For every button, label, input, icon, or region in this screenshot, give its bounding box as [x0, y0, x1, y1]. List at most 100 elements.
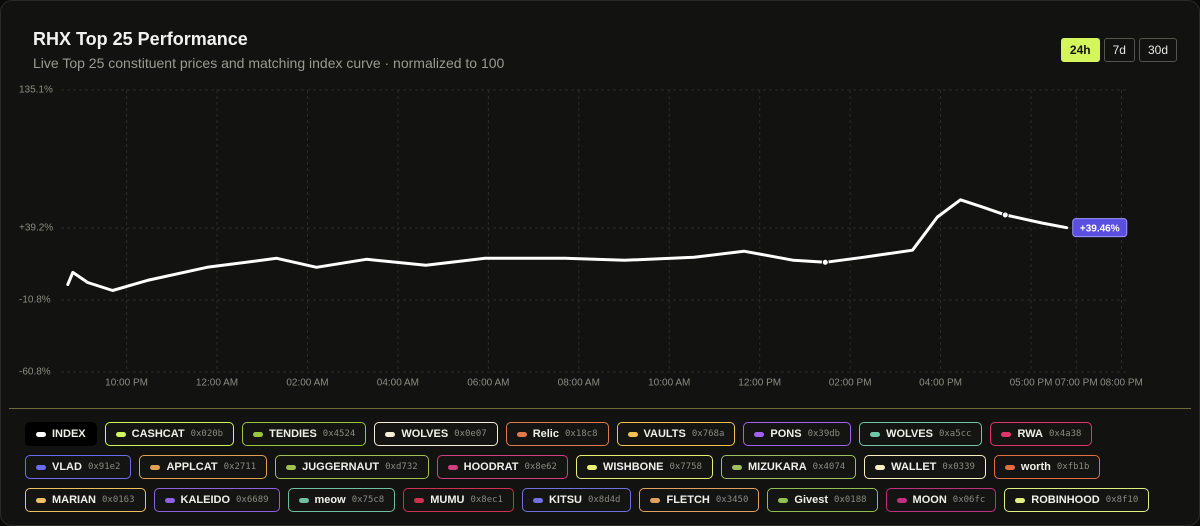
legend-address: 0x2711 [223, 462, 257, 472]
legend-item[interactable]: KALEIDO 0x6689 [153, 488, 280, 512]
legend-name: VLAD [52, 461, 82, 473]
x-tick-label: 07:00 PM [1055, 378, 1098, 389]
x-tick-label: 02:00 AM [286, 378, 328, 389]
y-tick-label: +39.2% [19, 223, 53, 234]
chart: 135.1% +39.2% -10.8% -60.8% 10:00 PM 12:00 AM… [19, 85, 1143, 389]
legend-name: WISHBONE [602, 461, 664, 473]
legend-address: 0x0163 [102, 495, 135, 505]
subtitle: Live Top 25 constituent prices and match… [33, 55, 505, 71]
x-tick-label: 12:00 PM [738, 378, 781, 389]
legend-address: 0x6689 [236, 495, 269, 505]
legend-address: 0x0e07 [454, 429, 487, 439]
legend-name: TENDIES [269, 428, 317, 440]
legend-item[interactable]: APPLCAT 0x2711 [139, 455, 268, 479]
legend-name: KITSU [548, 494, 582, 506]
legend-swatch [532, 497, 543, 503]
legend-swatch [385, 431, 396, 437]
legend-item[interactable]: meow 0x75c8 [287, 488, 396, 512]
legend-swatch [164, 497, 175, 503]
legend-swatch [1001, 431, 1012, 437]
legend-item[interactable]: worth 0xfb1b [993, 455, 1101, 479]
legend-name: Relic [532, 428, 559, 440]
legend-item[interactable]: KITSU 0x8d4d [521, 488, 632, 512]
legend-name: VAULTS [643, 428, 686, 440]
legend-swatch [1004, 464, 1015, 470]
legend-name: Givest [794, 494, 829, 506]
legend-item[interactable]: WOLVES 0x0e07 [374, 422, 498, 446]
legend-swatch [447, 464, 458, 470]
legend-item[interactable]: JUGGERNAUT 0xd732 [275, 455, 429, 479]
legend-name: WALLET [891, 461, 937, 473]
legend-address: 0x39db [807, 429, 841, 439]
legend-swatch [298, 497, 309, 503]
legend-address: 0x4a38 [1048, 429, 1082, 439]
range-button[interactable]: 30d [1138, 38, 1177, 62]
x-tick-label: 04:00 AM [377, 378, 419, 389]
legend-swatch [650, 497, 661, 503]
legend-item[interactable]: VLAD 0x91e2 [25, 455, 132, 479]
legend-item[interactable]: HOODRAT 0x8e62 [436, 455, 568, 479]
legend-item[interactable]: FLETCH 0x3450 [639, 488, 760, 512]
x-tick-label: 05:00 PM [1010, 378, 1053, 389]
legend-address: 0x7758 [669, 462, 702, 472]
legend-swatch [870, 431, 881, 437]
y-tick-label: -10.8% [19, 295, 51, 306]
point-marker [821, 258, 829, 266]
legend-name: RWA [1017, 428, 1043, 440]
legend-address: 0x18c8 [564, 429, 598, 439]
legend-name: MUMU [430, 494, 465, 506]
x-tick-label: 08:00 PM [1100, 378, 1143, 389]
point-marker [1001, 211, 1009, 219]
legend-swatch [150, 464, 161, 470]
legend-address: 0x06fc [952, 495, 986, 505]
legend-address: 0x91e2 [87, 462, 121, 472]
legend-name: HOODRAT [463, 461, 519, 473]
legend-swatch [754, 431, 765, 437]
end-label: +39.46% [1080, 223, 1120, 234]
end-badge [1072, 218, 1128, 238]
legend-item[interactable]: WISHBONE 0x7758 [575, 455, 713, 479]
legend-swatch [253, 431, 264, 437]
legend-address: 0x4074 [812, 462, 846, 472]
legend-name: JUGGERNAUT [302, 461, 380, 473]
legend-address: 0x0339 [942, 462, 975, 472]
legend-item[interactable]: RWA 0x4a38 [990, 422, 1093, 446]
legend-address: 0x8ec1 [470, 495, 503, 505]
legend-address: 0x3450 [715, 495, 749, 505]
legend-item[interactable]: Relic 0x18c8 [505, 422, 609, 446]
legend-swatch [586, 464, 597, 470]
legend-item[interactable]: VAULTS 0x768a [616, 422, 736, 446]
legend-swatch [414, 497, 425, 503]
legend-item[interactable]: TENDIES 0x4524 [242, 422, 367, 446]
legend-address: 0x75c8 [351, 495, 385, 505]
legend-swatch [286, 464, 297, 470]
x-tick-label: 04:00 PM [919, 378, 962, 389]
legend-item[interactable]: INDEX [25, 422, 97, 446]
legend-name: MIZUKARA [747, 461, 807, 473]
legend-item[interactable]: CASHCAT 0x020b [104, 422, 235, 446]
legend-swatch [627, 431, 638, 437]
legend-swatch [731, 464, 742, 470]
legend-item[interactable]: MOON 0x06fc [885, 488, 997, 512]
range-button[interactable]: 7d [1103, 38, 1135, 62]
range-button[interactable]: 24h [1060, 38, 1100, 62]
legend-item[interactable]: WALLET 0x0339 [864, 455, 986, 479]
legend-swatch [36, 497, 46, 503]
legend-item[interactable]: WOLVES 0xa5cc [859, 422, 983, 446]
legend-item[interactable]: ROBINHOOD 0x8f10 [1004, 488, 1150, 512]
range-buttons: 24h 7d 30d [1060, 38, 1177, 62]
legend-address: 0x8d4d [587, 495, 621, 505]
legend-item[interactable]: PONS 0x39db [743, 422, 852, 446]
y-tick-label: 135.1% [19, 85, 53, 96]
legend-address: 0xd732 [385, 462, 418, 472]
legend: INDEX CASHCAT 0x020b TENDIES 0x4524 WOLVES 0x0… [25, 422, 1185, 512]
legend-item[interactable]: MARIAN 0x0163 [25, 488, 146, 512]
legend-item[interactable]: MIZUKARA 0x4074 [720, 455, 857, 479]
legend-item[interactable]: Givest 0x0188 [767, 488, 878, 512]
legend-name: MARIAN [52, 494, 96, 506]
legend-address: 0x020b [190, 429, 224, 439]
legend-swatch [36, 431, 46, 437]
legend-address: 0x8f10 [1105, 495, 1139, 505]
legend-item[interactable]: MUMU 0x8ec1 [403, 488, 514, 512]
